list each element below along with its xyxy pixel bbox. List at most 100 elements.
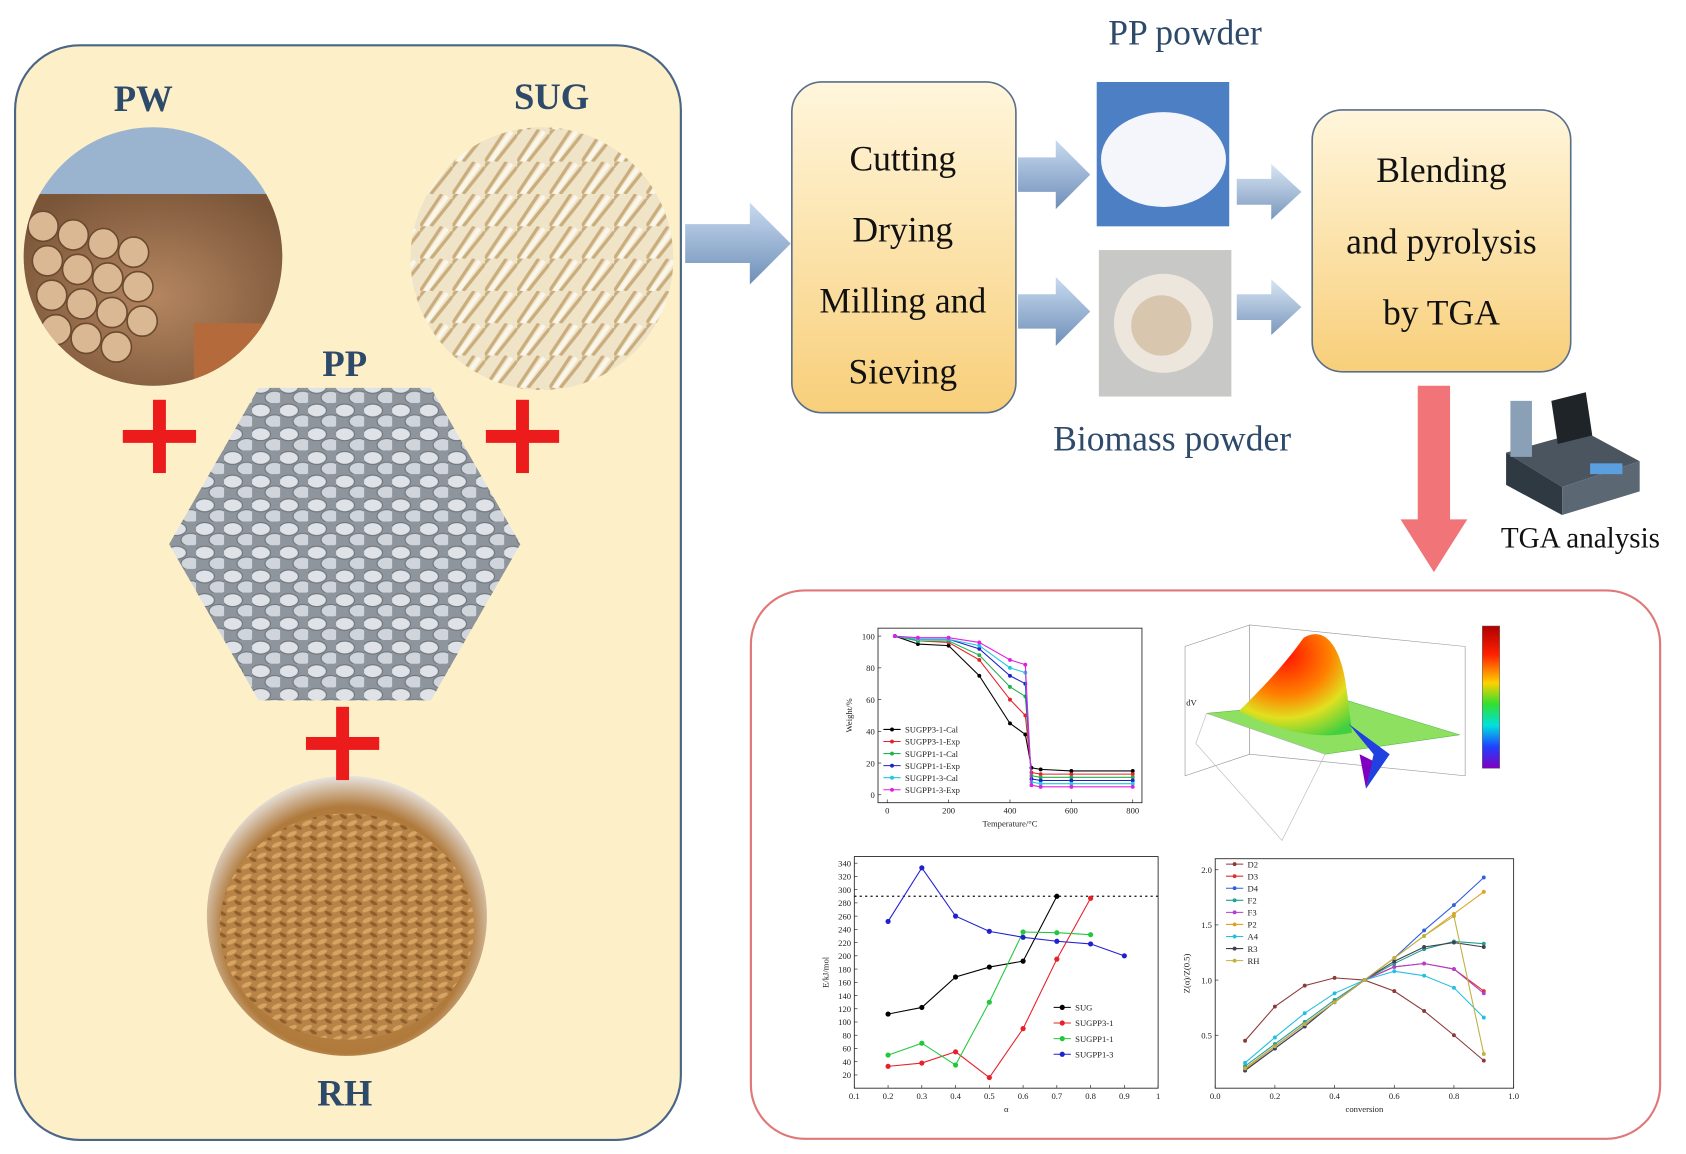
data-point	[1069, 775, 1074, 780]
legend-marker	[1232, 862, 1237, 867]
data-point	[1020, 934, 1026, 940]
bagasse-photo	[410, 127, 674, 391]
data-point	[1272, 1004, 1277, 1009]
data-point	[885, 1011, 891, 1017]
data-point	[1481, 1015, 1486, 1020]
x-axis-title: conversion	[1346, 1104, 1384, 1114]
data-point	[952, 1049, 959, 1055]
y-axis-title: Z(α)/Z(0.5)	[1181, 953, 1191, 993]
plot-frame	[853, 856, 1159, 1089]
legend-label: SUGPP1-3-Cal	[905, 773, 959, 783]
data-point	[1422, 1009, 1427, 1013]
y-tick-label: 260	[838, 911, 851, 921]
series-line	[894, 635, 1133, 772]
y-tick-label: 40	[842, 1057, 851, 1067]
y-tick-label: 140	[838, 991, 851, 1001]
energy_chart: 0.1 0.2 0.3 0.4 0.5 0.6 0.7 0.8 0.9 1204060801001…	[820, 856, 1160, 1114]
legend-label: SUGPP1-3-Exp	[905, 785, 960, 795]
data-point	[1243, 1038, 1247, 1043]
legend-marker	[1059, 1020, 1065, 1026]
data-point	[952, 1062, 959, 1068]
tga-instrument	[1506, 392, 1640, 516]
data-point	[1054, 938, 1060, 944]
x-tick-label: 0.9	[1119, 1091, 1130, 1101]
pp-powder-heap	[1101, 112, 1226, 207]
data-point	[986, 1075, 992, 1081]
legend-label: P2	[1248, 920, 1257, 930]
legend-label: SUGPP1-1-Exp	[905, 761, 960, 771]
pine-wood-photo	[23, 127, 283, 386]
biomass-powder-heap	[1131, 295, 1192, 356]
data-point	[1054, 956, 1060, 962]
data-point	[1088, 932, 1094, 938]
data-point	[946, 643, 951, 648]
pp-powder-label: PP powder	[1108, 12, 1262, 52]
data-point	[1422, 945, 1427, 949]
data-point	[1020, 958, 1026, 964]
data-point	[1130, 769, 1135, 773]
legend-marker	[1232, 874, 1237, 879]
data-point	[919, 1004, 925, 1011]
x-tick-label: 0.4	[1329, 1091, 1340, 1101]
y-axis-title: E/kJ/mol	[820, 956, 830, 988]
data-point	[1023, 662, 1028, 667]
data-point	[952, 974, 959, 980]
x-tick-label: 0.2	[1270, 1091, 1281, 1101]
data-point	[977, 643, 982, 648]
legend-marker	[890, 763, 894, 768]
legend-marker	[890, 727, 894, 732]
data-point	[1069, 772, 1074, 777]
data-point	[1481, 1052, 1486, 1056]
y-tick-label: 20	[842, 1070, 851, 1080]
legend-label: R3	[1248, 944, 1258, 954]
data-point	[1054, 930, 1060, 936]
data-point	[1422, 973, 1427, 978]
x-tick-label: 0.8	[1085, 1091, 1096, 1101]
x-tick-label: 0.0	[1210, 1091, 1221, 1101]
blending-step: Blending	[1376, 150, 1507, 190]
x-axis-title: α	[1004, 1104, 1009, 1114]
data-point	[1069, 784, 1074, 789]
x-tick-label: 800	[1126, 805, 1139, 815]
data-point	[1392, 959, 1397, 964]
legend-marker	[890, 739, 894, 744]
legend-marker	[1232, 934, 1237, 939]
data-point	[1481, 991, 1486, 996]
surface-chart	[1184, 624, 1500, 841]
data-point	[1272, 1035, 1277, 1040]
y-tick-label: 320	[838, 872, 851, 882]
process-box	[791, 81, 1017, 414]
legend-marker	[1232, 946, 1237, 951]
y-tick-label: 80	[842, 1030, 851, 1040]
data-point	[1029, 783, 1034, 788]
legend-label: F3	[1248, 908, 1257, 918]
y-tick-label: 60	[866, 695, 875, 705]
process-step: Sieving	[848, 352, 957, 392]
legend-label: SUGPP3-1-Exp	[905, 737, 960, 747]
data-point	[1130, 781, 1135, 786]
x-tick-label: 0.4	[950, 1091, 961, 1101]
data-point	[1243, 1060, 1247, 1065]
series-line	[894, 635, 1133, 778]
x-tick-label: 0.6	[1389, 1091, 1400, 1101]
data-point	[1452, 985, 1456, 990]
legend-label: SUGPP3-1-Cal	[905, 725, 959, 735]
x-tick-label: 0.3	[916, 1091, 927, 1101]
series-line	[894, 635, 1133, 788]
x-tick-label: 0.1	[849, 1091, 860, 1101]
data-point	[1392, 969, 1397, 974]
data-point	[1023, 732, 1028, 737]
data-point	[1069, 778, 1074, 783]
data-point	[977, 673, 982, 678]
y-tick-label: 1.0	[1201, 975, 1212, 985]
data-point	[1302, 983, 1307, 988]
x-tick-label: 1	[1156, 1091, 1160, 1101]
data-point	[1069, 769, 1074, 773]
data-point	[1121, 953, 1127, 959]
data-point	[919, 1060, 925, 1066]
data-point	[977, 657, 982, 662]
x-tick-label: 600	[1065, 805, 1078, 815]
data-point	[1302, 1022, 1307, 1027]
series-line	[894, 635, 1133, 785]
legend-label: D2	[1248, 859, 1259, 869]
